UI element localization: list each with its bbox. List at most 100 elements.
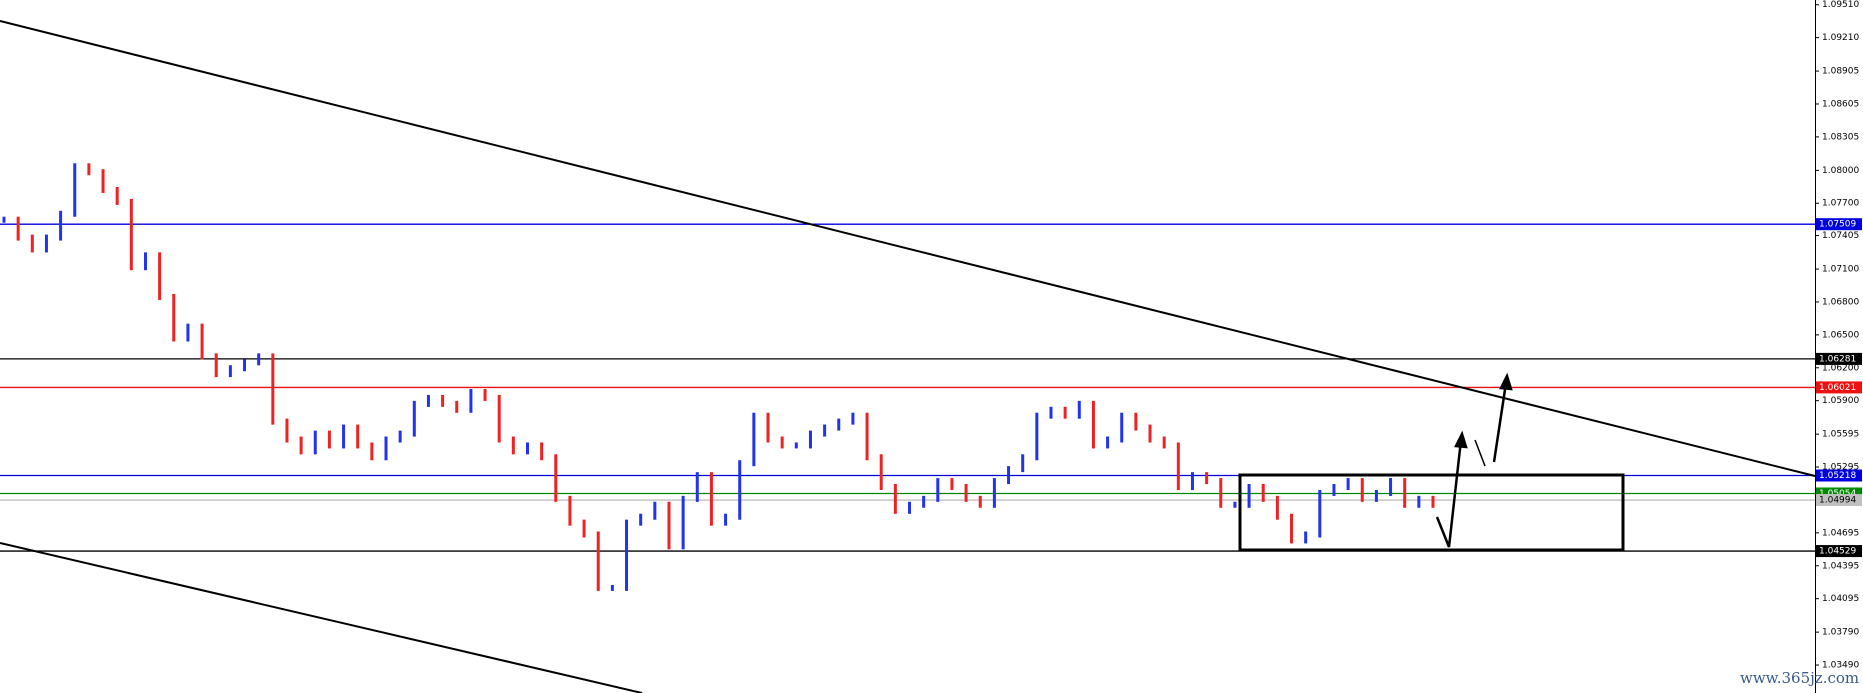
price-bar <box>1063 406 1067 419</box>
price-bar <box>639 513 643 526</box>
price-bar <box>695 472 699 502</box>
price-bar <box>1049 406 1053 419</box>
price-bar <box>441 394 445 407</box>
price-bar <box>214 353 218 378</box>
level-tag <box>1816 352 1862 365</box>
price-bar <box>30 234 34 253</box>
price-bar <box>582 519 586 538</box>
price-bar <box>101 169 105 193</box>
price-bar <box>823 424 827 437</box>
price-bar <box>44 234 48 253</box>
y-tick-label: 1.07100 <box>1822 265 1859 275</box>
price-bar <box>271 353 275 425</box>
price-bar <box>370 442 374 461</box>
price-bar <box>540 442 544 461</box>
price-bar <box>1007 466 1011 485</box>
y-tick-label: 1.04695 <box>1822 528 1859 538</box>
level-label: 1.06281 <box>1819 354 1856 364</box>
price-bar <box>497 394 501 443</box>
price-bar <box>1374 489 1378 502</box>
price-bar <box>1021 454 1025 473</box>
range-box <box>1238 473 1625 552</box>
y-tick-label: 1.03490 <box>1822 661 1859 671</box>
price-bar <box>893 484 897 514</box>
price-bar <box>200 323 204 360</box>
y-tick-label: 1.04095 <box>1822 594 1859 604</box>
trendline <box>0 20 1816 477</box>
price-bar <box>1035 412 1039 461</box>
price-bar <box>709 472 713 526</box>
price-bar <box>2 216 6 223</box>
price-bar <box>851 412 855 425</box>
y-tick-label: 1.07405 <box>1822 231 1859 241</box>
y-tick-label: 1.09510 <box>1822 0 1859 10</box>
y-tick-label: 1.06500 <box>1822 330 1859 340</box>
price-bar <box>879 454 883 491</box>
price-bar <box>143 252 147 271</box>
price-bar <box>327 430 331 449</box>
level-label: 1.04994 <box>1819 496 1856 506</box>
price-bar <box>59 210 63 241</box>
price-bar <box>681 495 685 550</box>
price-bar <box>865 412 869 461</box>
price-bar <box>1247 484 1251 508</box>
price-bar <box>356 424 360 449</box>
price-bar <box>1304 531 1308 544</box>
price-bar <box>16 216 20 241</box>
y-tick-label: 1.05295 <box>1822 463 1859 473</box>
price-bar <box>158 252 162 300</box>
price-bar <box>1261 484 1265 502</box>
price-bar <box>257 353 261 366</box>
level-label: 1.04529 <box>1819 547 1856 557</box>
price-bar <box>469 389 473 413</box>
price-bar <box>398 430 402 443</box>
y-tick-label: 1.07700 <box>1822 199 1859 209</box>
price-bar <box>285 418 289 443</box>
price-bar <box>766 412 770 443</box>
price-bar <box>1077 400 1081 419</box>
arrow-path <box>1435 439 1463 548</box>
price-bar <box>978 495 982 508</box>
trendline <box>0 542 643 693</box>
price-bar <box>1219 478 1223 508</box>
y-tick-label: 1.05900 <box>1822 396 1859 406</box>
price-bar <box>610 584 614 591</box>
plot-area <box>0 163 1815 591</box>
level-label: 1.06021 <box>1819 383 1856 393</box>
y-tick-label: 1.04395 <box>1822 561 1859 571</box>
price-bar <box>596 531 600 591</box>
price-bar <box>922 495 926 508</box>
price-bar <box>1091 400 1095 449</box>
arrow-path <box>1474 439 1486 467</box>
price-bar <box>554 454 558 502</box>
price-bar <box>794 442 798 449</box>
y-tick-label: 1.06800 <box>1822 297 1859 307</box>
price-bar <box>1431 495 1435 508</box>
level-label: 1.05218 <box>1819 471 1856 481</box>
price-bar <box>653 501 657 520</box>
price-bar <box>186 323 190 342</box>
price-bar <box>1176 442 1180 491</box>
price-bar <box>908 501 912 514</box>
price-bar <box>525 442 529 455</box>
arrow-head <box>1454 430 1468 449</box>
price-bar <box>1360 478 1364 502</box>
price-bar <box>87 163 91 176</box>
price-bar <box>837 418 841 431</box>
price-bar <box>1233 501 1237 508</box>
price-bar <box>950 478 954 491</box>
price-bar <box>752 412 756 467</box>
price-bar <box>412 400 416 437</box>
price-bar <box>1403 478 1407 508</box>
projection-arrows <box>1435 372 1513 548</box>
price-bar <box>738 460 742 520</box>
arrow-path <box>1492 382 1508 463</box>
price-bar <box>342 424 346 449</box>
price-bar <box>129 198 133 271</box>
price-bar <box>384 436 388 461</box>
price-bar <box>483 389 487 401</box>
level-tag <box>1816 494 1862 507</box>
y-tick-label: 1.06200 <box>1822 363 1859 373</box>
price-bar <box>73 163 77 217</box>
